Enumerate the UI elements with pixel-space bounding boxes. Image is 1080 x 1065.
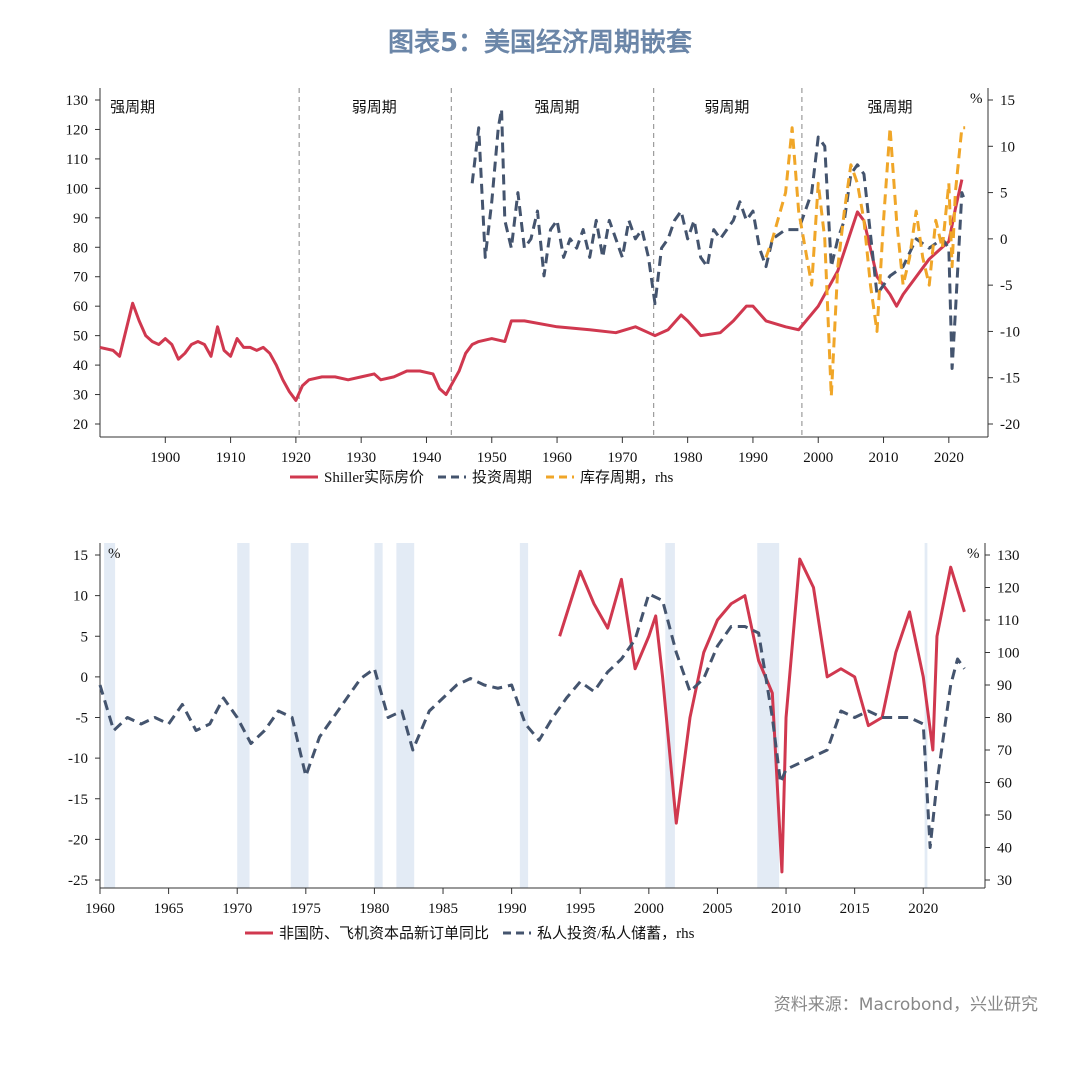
recession-band bbox=[290, 543, 309, 888]
left-tick-label: 5 bbox=[81, 629, 89, 645]
left-tick-label: 50 bbox=[73, 329, 88, 345]
period-label: 弱周期 bbox=[704, 99, 749, 116]
x-tick-label: 1970 bbox=[222, 901, 252, 917]
x-tick-label: 1985 bbox=[428, 901, 458, 917]
left-tick-label: -15 bbox=[68, 792, 88, 808]
recession-band bbox=[519, 543, 529, 888]
right-tick-label: 30 bbox=[997, 873, 1012, 889]
x-tick-label: 1920 bbox=[281, 450, 311, 466]
left-tick-label: 30 bbox=[73, 388, 88, 404]
left-tick-label: 90 bbox=[73, 211, 88, 227]
x-tick-label: 1965 bbox=[154, 901, 184, 917]
x-tick-label: 1975 bbox=[291, 901, 321, 917]
series-line bbox=[99, 179, 964, 402]
right-tick-label: -15 bbox=[1000, 371, 1020, 387]
recession-band bbox=[757, 543, 780, 888]
left-tick-label: 15 bbox=[73, 548, 88, 564]
left-tick-label: 70 bbox=[73, 270, 88, 286]
legend-label: 非国防、飞机资本品新订单同比 bbox=[279, 925, 489, 942]
left-tick-label: -20 bbox=[68, 832, 88, 848]
left-unit: % bbox=[108, 546, 121, 562]
left-tick-label: 40 bbox=[73, 358, 88, 374]
x-tick-label: 1995 bbox=[565, 901, 595, 917]
recession-band bbox=[396, 543, 415, 888]
recession-band bbox=[665, 543, 675, 888]
x-tick-label: 1960 bbox=[542, 450, 572, 466]
left-tick-label: -25 bbox=[68, 873, 88, 889]
x-tick-label: 1970 bbox=[607, 450, 637, 466]
right-tick-label: 40 bbox=[997, 841, 1012, 857]
left-tick-label: 80 bbox=[73, 240, 88, 256]
recession-band bbox=[374, 543, 383, 888]
right-tick-label: -20 bbox=[1000, 417, 1020, 433]
x-tick-label: 1980 bbox=[673, 450, 703, 466]
right-tick-label: 60 bbox=[997, 776, 1012, 792]
x-tick-label: 2020 bbox=[908, 901, 938, 917]
right-tick-label: 50 bbox=[997, 808, 1012, 824]
legend-label: Shiller实际房价 bbox=[324, 469, 424, 486]
x-tick-label: 1990 bbox=[738, 450, 768, 466]
right-tick-label: 110 bbox=[997, 613, 1019, 629]
x-tick-label: 2000 bbox=[634, 901, 664, 917]
right-unit: % bbox=[970, 91, 983, 107]
right-tick-label: 100 bbox=[997, 646, 1020, 662]
right-tick-label: 90 bbox=[997, 678, 1012, 694]
x-tick-label: 1960 bbox=[85, 901, 115, 917]
series-line bbox=[764, 126, 966, 398]
x-tick-label: 1950 bbox=[477, 450, 507, 466]
left-tick-label: 20 bbox=[73, 417, 88, 433]
x-tick-label: 2015 bbox=[840, 901, 870, 917]
series-line bbox=[98, 592, 966, 849]
page-title: 图表5：美国经济周期嵌套 bbox=[387, 28, 693, 58]
right-tick-label: 120 bbox=[997, 581, 1020, 597]
x-tick-label: 2020 bbox=[934, 450, 964, 466]
source-note: 资料来源：Macrobond，兴业研究 bbox=[773, 995, 1038, 1015]
legend-label: 私人投资/私人储蓄，rhs bbox=[537, 925, 695, 942]
x-tick-label: 2005 bbox=[702, 901, 732, 917]
right-unit: % bbox=[967, 546, 980, 562]
left-tick-label: 130 bbox=[66, 93, 89, 109]
x-tick-label: 1900 bbox=[150, 450, 180, 466]
legend-label: 投资周期 bbox=[472, 469, 532, 486]
x-tick-label: 1990 bbox=[497, 901, 527, 917]
left-tick-label: 120 bbox=[66, 122, 89, 138]
period-label: 强周期 bbox=[535, 99, 580, 116]
right-tick-label: 70 bbox=[997, 743, 1012, 759]
left-tick-label: -5 bbox=[76, 711, 89, 727]
legend-label: 库存周期，rhs bbox=[580, 469, 673, 486]
x-tick-label: 1930 bbox=[346, 450, 376, 466]
x-tick-label: 2010 bbox=[771, 901, 801, 917]
right-tick-label: 130 bbox=[997, 548, 1020, 564]
left-tick-label: 0 bbox=[81, 670, 89, 686]
right-tick-label: -5 bbox=[1000, 278, 1013, 294]
left-tick-label: 60 bbox=[73, 299, 88, 315]
period-label: 强周期 bbox=[110, 99, 155, 116]
right-tick-label: -10 bbox=[1000, 324, 1020, 340]
recession-band bbox=[104, 543, 116, 888]
right-tick-label: 10 bbox=[1000, 139, 1015, 155]
left-tick-label: -10 bbox=[68, 751, 88, 767]
x-tick-label: 1980 bbox=[359, 901, 389, 917]
recession-band bbox=[237, 543, 250, 888]
right-tick-label: 15 bbox=[1000, 93, 1015, 109]
x-tick-label: 2010 bbox=[869, 450, 899, 466]
right-tick-label: 80 bbox=[997, 711, 1012, 727]
left-tick-label: 100 bbox=[66, 181, 89, 197]
right-tick-label: 0 bbox=[1000, 232, 1008, 248]
period-label: 强周期 bbox=[868, 99, 913, 116]
left-tick-label: 10 bbox=[73, 589, 88, 605]
x-tick-label: 1940 bbox=[411, 450, 441, 466]
left-tick-label: 110 bbox=[66, 152, 88, 168]
x-tick-label: 2000 bbox=[803, 450, 833, 466]
recession-band bbox=[924, 543, 928, 888]
right-tick-label: 5 bbox=[1000, 186, 1008, 202]
x-tick-label: 1910 bbox=[216, 450, 246, 466]
period-label: 弱周期 bbox=[352, 99, 397, 116]
series-line bbox=[558, 557, 966, 874]
